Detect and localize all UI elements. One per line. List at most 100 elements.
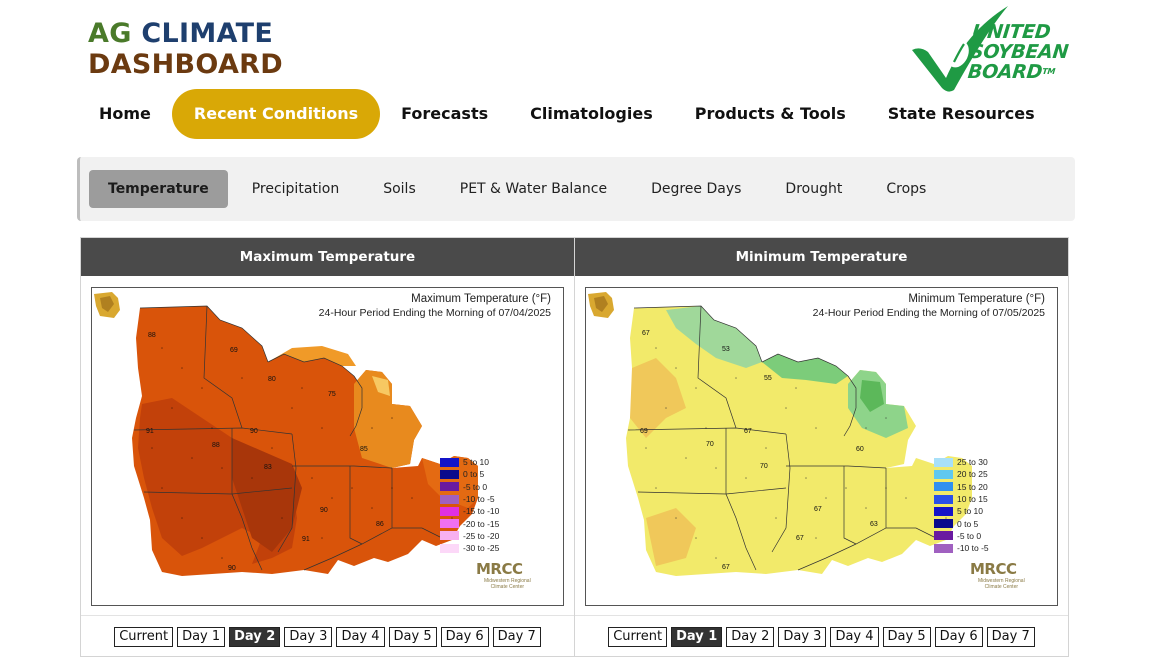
ag-climate-dashboard-logo[interactable]: AG CLIMATE DASHBOARD <box>88 18 283 80</box>
legend-row: 5 to 10 <box>934 505 989 517</box>
usb-board-word: BOARD <box>966 61 1044 83</box>
main-nav: Home Recent Conditions Forecasts Climato… <box>78 89 1056 139</box>
tab-soils[interactable]: Soils <box>383 181 416 197</box>
max-map-label: 88 <box>212 442 220 449</box>
max-map-label: 90 <box>250 428 258 435</box>
max-day-1-button[interactable]: Day 1 <box>177 626 226 647</box>
nav-state-resources[interactable]: State Resources <box>887 104 1035 123</box>
usb-line-united: UNITED <box>970 21 1052 43</box>
nav-products-tools[interactable]: Products & Tools <box>694 104 846 123</box>
min-temperature-map[interactable]: 67 53 55 69 70 67 70 60 67 63 67 67 Mini… <box>585 287 1058 606</box>
tab-temperature[interactable]: Temperature <box>89 170 228 208</box>
min-temperature-panel: Minimum Temperature <box>574 237 1069 657</box>
tab-precipitation[interactable]: Precipitation <box>251 181 340 197</box>
max-map-label: 80 <box>268 376 276 383</box>
max-day-selector: Current Day 1 Day 2 Day 3 Day 4 Day 5 Da… <box>81 615 574 657</box>
max-map-label: 90 <box>320 507 328 514</box>
min-map-legend: 25 to 30 20 to 25 15 to 20 10 to 15 5 to… <box>934 456 989 554</box>
max-map-label: 91 <box>146 428 154 435</box>
max-temperature-map[interactable]: 88 69 80 75 91 88 90 85 83 90 91 86 90 M… <box>91 287 564 606</box>
max-day-current-button[interactable]: Current <box>114 626 174 647</box>
nav-recent-conditions[interactable]: Recent Conditions <box>171 89 381 139</box>
legend-row: -25 to -20 <box>440 530 499 542</box>
min-temperature-header: Minimum Temperature <box>575 238 1068 276</box>
legend-swatch <box>934 494 953 504</box>
min-map-label: 67 <box>642 330 650 337</box>
legend-label: -30 to -25 <box>463 543 500 554</box>
max-map-title-block: Maximum Temperature (°F) 24-Hour Period … <box>319 292 551 321</box>
max-map-title: Maximum Temperature (°F) <box>411 293 551 305</box>
tab-degree-days[interactable]: Degree Days <box>651 181 742 197</box>
legend-label: -15 to -10 <box>463 506 500 517</box>
legend-row: -20 to -15 <box>440 517 499 529</box>
max-day-3-button[interactable]: Day 3 <box>284 626 333 647</box>
max-map-lower-michigan <box>354 370 422 468</box>
tab-pet-water-balance[interactable]: PET & Water Balance <box>459 181 608 197</box>
max-temperature-header: Maximum Temperature <box>81 238 574 276</box>
min-map-region-fill <box>626 306 972 576</box>
legend-row: 0 to 5 <box>934 517 989 529</box>
legend-label: 5 to 10 <box>957 506 983 517</box>
min-map-upper-michigan-green <box>762 354 848 384</box>
legend-row: -5 to 0 <box>934 530 989 542</box>
nav-climatologies[interactable]: Climatologies <box>530 104 653 123</box>
max-day-2-button[interactable]: Day 2 <box>229 626 281 647</box>
min-day-current-button[interactable]: Current <box>608 626 668 647</box>
mrcc-logo-subtext: Midwestern Regional Climate Center <box>484 578 531 590</box>
min-day-selector: Current Day 1 Day 2 Day 3 Day 4 Day 5 Da… <box>575 615 1068 657</box>
min-day-3-button[interactable]: Day 3 <box>778 626 827 647</box>
min-temperature-map-graphic: 67 53 55 69 70 67 70 60 67 63 67 67 <box>626 305 972 576</box>
min-day-2-button[interactable]: Day 2 <box>726 626 775 647</box>
united-soybean-board-logo[interactable]: UNITED SOYBEAN BOARDTM <box>966 21 1071 83</box>
min-map-title: Minimum Temperature (°F) <box>908 293 1045 305</box>
min-day-1-button[interactable]: Day 1 <box>671 626 723 647</box>
max-map-label: 83 <box>264 464 272 471</box>
max-day-4-button[interactable]: Day 4 <box>336 626 385 647</box>
mrcc-logo-subtext: Midwestern Regional Climate Center <box>978 578 1025 590</box>
mrcc-sub-line: Climate Center <box>984 583 1019 590</box>
min-day-4-button[interactable]: Day 4 <box>830 626 879 647</box>
max-map-label: 75 <box>328 391 336 398</box>
legend-swatch <box>934 543 953 553</box>
min-map-label: 67 <box>744 428 752 435</box>
max-day-6-button[interactable]: Day 6 <box>440 626 489 647</box>
tab-drought[interactable]: Drought <box>785 181 843 197</box>
min-day-7-button[interactable]: Day 7 <box>986 626 1035 647</box>
legend-swatch <box>934 519 953 529</box>
legend-swatch <box>440 494 459 504</box>
usb-line-board: BOARDTM <box>966 61 1067 83</box>
usb-trademark: TM <box>1041 67 1056 76</box>
mrcc-logo-icon <box>94 292 120 318</box>
mrcc-sub-line: Climate Center <box>490 583 525 590</box>
min-map-label: 55 <box>764 375 772 382</box>
legend-row: -30 to -25 <box>440 542 499 554</box>
tab-crops[interactable]: Crops <box>886 181 927 197</box>
max-day-7-button[interactable]: Day 7 <box>492 626 541 647</box>
min-map-state-borders <box>627 305 937 571</box>
logo-climate-text: CLIMATE <box>141 18 274 49</box>
min-map-label: 69 <box>640 428 648 435</box>
min-day-5-button[interactable]: Day 5 <box>882 626 931 647</box>
nav-home[interactable]: Home <box>99 104 151 123</box>
min-day-6-button[interactable]: Day 6 <box>934 626 983 647</box>
legend-label: -10 to -5 <box>957 543 989 554</box>
legend-swatch <box>440 457 459 467</box>
mrcc-logo-icon <box>588 292 614 318</box>
mrcc-sub-line: Midwestern Regional <box>978 578 1025 584</box>
max-map-northern-michigan <box>268 346 356 366</box>
max-day-5-button[interactable]: Day 5 <box>388 626 437 647</box>
max-map-label: 85 <box>360 446 368 453</box>
legend-row: -15 to -10 <box>440 505 499 517</box>
min-map-label: 63 <box>870 521 878 528</box>
legend-row: 0 to 5 <box>440 468 499 480</box>
min-map-north-green <box>666 306 762 368</box>
legend-swatch <box>440 469 459 479</box>
max-map-label: 69 <box>230 347 238 354</box>
legend-row: -5 to 0 <box>440 481 499 493</box>
nav-forecasts[interactable]: Forecasts <box>401 104 489 123</box>
max-map-legend: 5 to 10 0 to 5 -5 to 0 -10 to -5 -15 to … <box>440 456 499 554</box>
legend-label: 0 to 5 <box>957 518 979 529</box>
max-temperature-panel: Maximum Temperature <box>80 237 575 657</box>
legend-label: -25 to -20 <box>463 530 500 541</box>
